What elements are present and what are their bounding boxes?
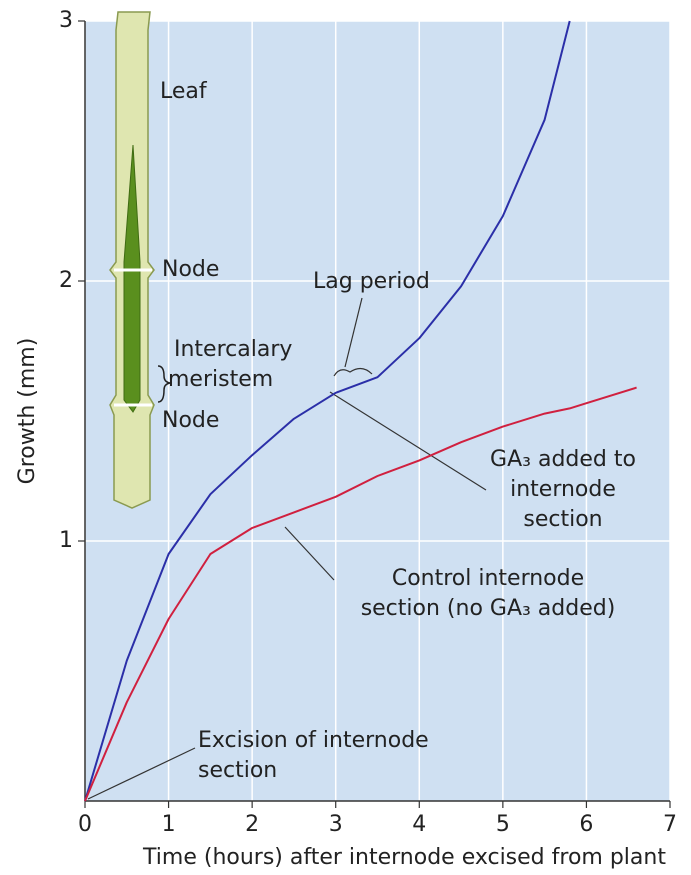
annotation: GA₃ added to bbox=[490, 447, 636, 472]
annotation: internode bbox=[510, 477, 616, 502]
y-tick-label: 2 bbox=[59, 268, 73, 293]
annotation: Lag period bbox=[313, 269, 430, 294]
y-tick-label: 3 bbox=[59, 8, 73, 33]
illustration-label: Leaf bbox=[160, 79, 208, 104]
x-tick-label: 7 bbox=[663, 812, 677, 837]
annotation: section (no GA₃ added) bbox=[361, 596, 616, 621]
series-line bbox=[84, 386, 637, 802]
x-tick-label: 1 bbox=[162, 812, 176, 837]
y-tick-label: 1 bbox=[59, 528, 73, 553]
illustration-label: Node bbox=[162, 408, 219, 433]
plant-illustration bbox=[109, 11, 171, 509]
labels: 0 1 2 3 4 5 6 7 1 2 3 Time (hours) after internode … bbox=[15, 8, 677, 870]
leader-lines bbox=[87, 297, 487, 800]
illustration-label: Node bbox=[162, 257, 219, 282]
illustration-label: Intercalary bbox=[174, 337, 292, 362]
x-tick-label: 2 bbox=[245, 812, 259, 837]
annotation: Control internode bbox=[392, 566, 584, 591]
illustration-label: meristem bbox=[168, 367, 273, 392]
x-tick-label: 4 bbox=[412, 812, 426, 837]
x-tick-label: 5 bbox=[496, 812, 510, 837]
annotation: section bbox=[198, 758, 277, 783]
x-axis-label: Time (hours) after internode excised fro… bbox=[142, 845, 666, 870]
y-axis-label: Growth (mm) bbox=[15, 338, 40, 485]
x-tick-label: 6 bbox=[579, 812, 593, 837]
axes bbox=[78, 20, 671, 808]
annotation: Excision of internode bbox=[198, 728, 429, 753]
x-tick-label: 0 bbox=[78, 812, 92, 837]
plot-area bbox=[85, 21, 670, 801]
annotation: section bbox=[523, 507, 602, 532]
lines bbox=[84, 20, 637, 802]
x-tick-label: 3 bbox=[329, 812, 343, 837]
series-line bbox=[84, 20, 571, 802]
grid bbox=[84, 20, 671, 801]
